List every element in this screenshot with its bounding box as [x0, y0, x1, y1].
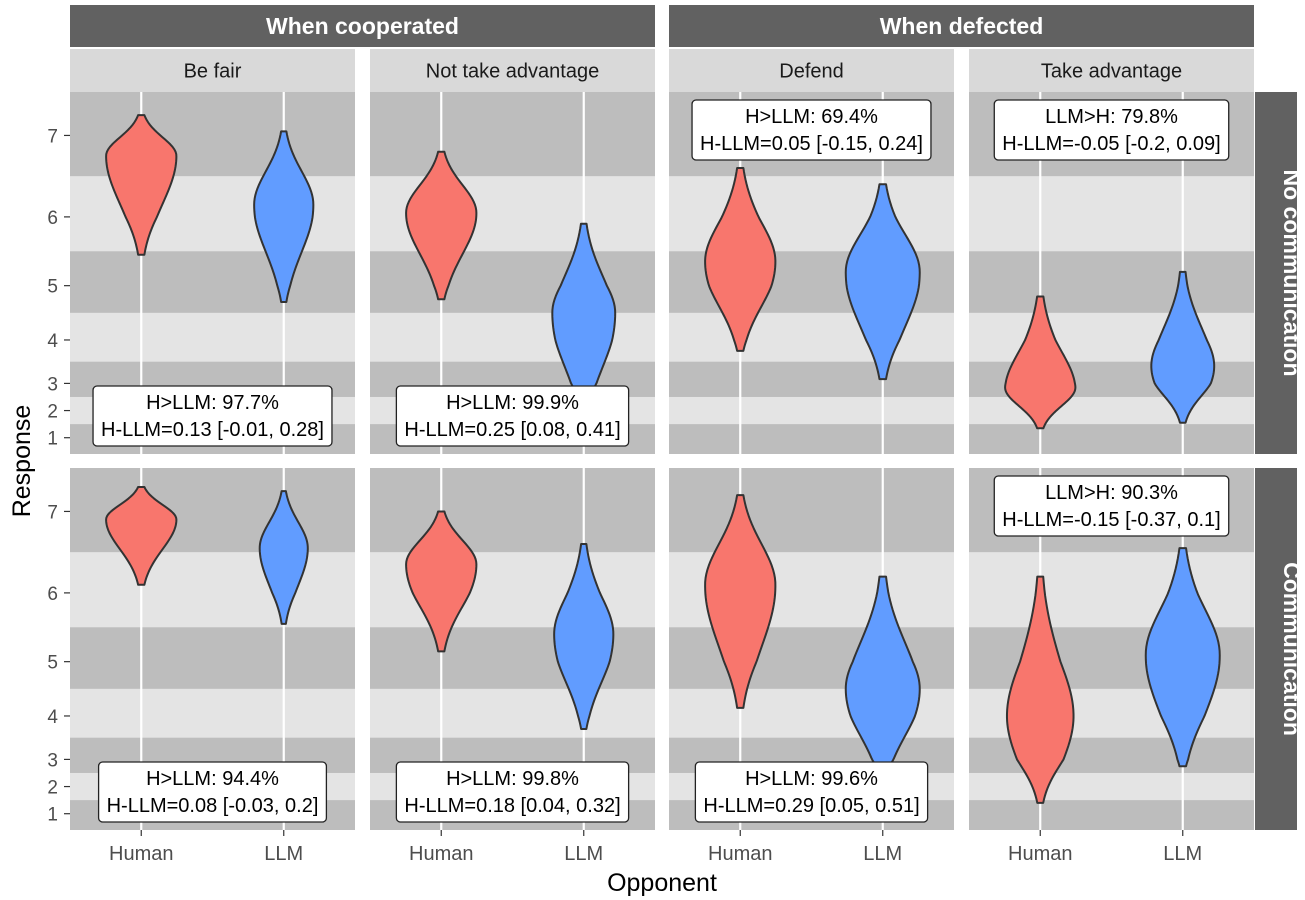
panel-band	[370, 688, 655, 738]
annotation-line1: H>LLM: 99.6%	[745, 768, 878, 790]
annotation-box	[97, 761, 328, 823]
row-strip	[1255, 92, 1297, 454]
column-strip	[70, 49, 355, 92]
violin-llm	[1144, 547, 1221, 768]
panel-band	[969, 552, 1254, 628]
panel-band	[70, 688, 355, 738]
violin-human	[704, 167, 777, 352]
y-tick-label: 2	[47, 778, 58, 799]
facet-panel: H>LLM: 97.7% H-LLM=0.13 [-0.01, 0.28]	[70, 92, 355, 454]
row-strip	[1255, 468, 1297, 830]
panel-band	[969, 176, 1254, 252]
column-strip-label: Be fair	[184, 61, 242, 83]
violin-llm	[258, 490, 309, 625]
violin-llm	[1150, 270, 1216, 424]
y-tick-label: 1	[47, 805, 58, 826]
x-tick-label: LLM	[564, 843, 603, 865]
y-tick-label: 6	[47, 208, 58, 229]
x-tick-label: Human	[409, 843, 473, 865]
y-axis-title: Response	[8, 405, 36, 518]
facet-panel: LLM>H: 79.8% H-LLM=-0.05 [-0.2, 0.09]	[969, 92, 1254, 454]
y-tick-label: 7	[47, 126, 58, 147]
panel-band	[669, 312, 954, 362]
annotation-box	[92, 385, 333, 447]
violin-llm	[253, 130, 315, 303]
annotation-line1: H>LLM: 69.4%	[745, 106, 878, 128]
y-tick-label: 6	[47, 584, 58, 605]
x-tick-label: Human	[1008, 843, 1072, 865]
facet-panel: LLM>H: 90.3% H-LLM=-0.15 [-0.37, 0.1]	[969, 468, 1254, 830]
annotation-line1: H>LLM: 94.4%	[146, 768, 279, 790]
violin-human	[405, 150, 478, 301]
group-strip	[70, 5, 655, 47]
group-strip-label: When defected	[880, 13, 1044, 39]
facet-panel: H>LLM: 69.4% H-LLM=0.05 [-0.15, 0.24]	[669, 92, 954, 454]
annotation-line2: H-LLM=-0.05 [-0.2, 0.09]	[1002, 133, 1220, 155]
annotation-line2: H-LLM=0.05 [-0.15, 0.24]	[700, 133, 923, 155]
y-tick-label: 7	[47, 502, 58, 523]
violin-human	[105, 486, 178, 586]
annotation-box	[993, 99, 1230, 161]
y-tick-label: 2	[47, 402, 58, 423]
facet-panel: H>LLM: 99.8% H-LLM=0.18 [0.04, 0.32]	[370, 468, 655, 830]
annotation-line1: LLM>H: 79.8%	[1045, 106, 1178, 128]
annotation-line1: LLM>H: 90.3%	[1045, 482, 1178, 504]
panel-band	[70, 312, 355, 362]
violin-human	[1004, 295, 1077, 430]
column-strip-label: Defend	[779, 61, 844, 83]
annotation-box	[395, 385, 630, 447]
x-tick-label: LLM	[863, 843, 902, 865]
facet-panel: H>LLM: 99.6% H-LLM=0.29 [0.05, 0.51]	[669, 468, 954, 830]
row-strip-label: No communication	[1279, 169, 1305, 376]
y-tick-label: 3	[47, 750, 58, 771]
panel-band	[969, 396, 1254, 425]
column-strip	[669, 49, 954, 92]
annotation-line1: H>LLM: 99.9%	[446, 392, 579, 414]
x-tick-label: Human	[109, 843, 173, 865]
y-tick-label: 4	[47, 331, 58, 352]
x-tick-label: LLM	[264, 843, 303, 865]
violin-llm	[553, 543, 615, 730]
x-axis-title: Opponent	[607, 869, 717, 897]
y-tick-label: 5	[47, 277, 58, 298]
x-tick-label: Human	[708, 843, 772, 865]
group-strip	[669, 5, 1254, 47]
annotation-line2: H-LLM=-0.15 [-0.37, 0.1]	[1002, 509, 1220, 531]
annotation-line1: H>LLM: 99.8%	[446, 768, 579, 790]
y-tick-label: 5	[47, 653, 58, 674]
column-strip	[969, 49, 1254, 92]
column-strip	[370, 49, 655, 92]
facet-panel: H>LLM: 99.9% H-LLM=0.25 [0.08, 0.41]	[370, 92, 655, 454]
annotation-box	[694, 761, 929, 823]
x-tick-label: LLM	[1163, 843, 1202, 865]
annotation-line2: H-LLM=0.25 [0.08, 0.41]	[404, 419, 620, 441]
column-strip-label: Take advantage	[1041, 61, 1182, 83]
violin-human	[704, 494, 777, 709]
group-strip-label: When cooperated	[266, 13, 459, 39]
annotation-line2: H-LLM=0.08 [-0.03, 0.2]	[107, 795, 319, 817]
violin-human	[105, 114, 178, 256]
annotation-box	[993, 475, 1230, 537]
annotation-line2: H-LLM=0.18 [0.04, 0.32]	[404, 795, 620, 817]
panel-band	[70, 552, 355, 628]
annotation-box	[395, 761, 630, 823]
panel-band	[969, 772, 1254, 801]
facet-panel: H>LLM: 94.4% H-LLM=0.08 [-0.03, 0.2]	[70, 468, 355, 830]
violin-human	[1005, 575, 1075, 804]
annotation-line2: H-LLM=0.29 [0.05, 0.51]	[703, 795, 919, 817]
violin-llm	[844, 183, 921, 381]
annotation-line1: H>LLM: 97.7%	[146, 392, 279, 414]
row-strip-label: Communication	[1279, 562, 1305, 736]
column-strip-label: Not take advantage	[426, 61, 599, 83]
annotation-line2: H-LLM=0.13 [-0.01, 0.28]	[101, 419, 324, 441]
violin-human	[405, 510, 478, 653]
y-tick-label: 1	[47, 429, 58, 450]
panel-band	[669, 396, 954, 425]
y-tick-label: 4	[47, 707, 58, 728]
y-tick-label: 3	[47, 374, 58, 395]
annotation-box	[691, 99, 932, 161]
